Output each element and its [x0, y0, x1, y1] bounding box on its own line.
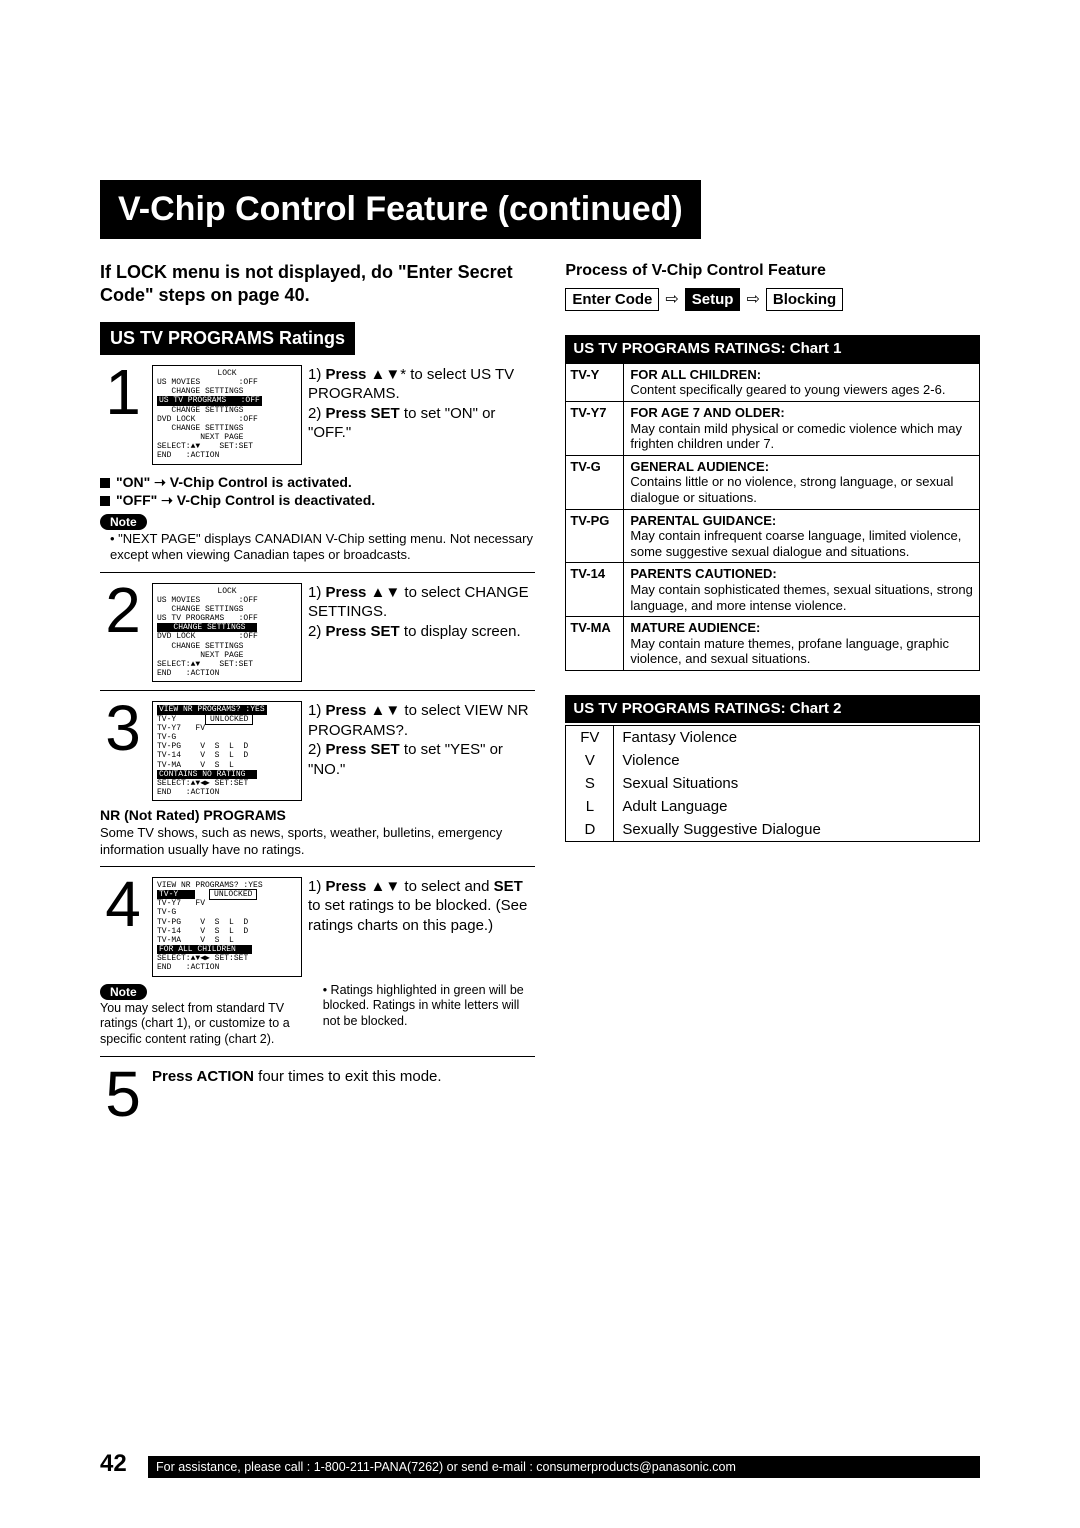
osd-screen-3: VIEW NR PROGRAMS? :YES TV-Y UNLOCKED TV-… — [152, 701, 302, 801]
step-4-notes: Note You may select from standard TV rat… — [100, 983, 535, 1048]
chart2-heading: US TV PROGRAMS RATINGS: Chart 2 — [565, 695, 980, 723]
section-ustv-heading: US TV PROGRAMS Ratings — [100, 322, 355, 355]
step-1-text: 1) Press ▲▼* to select US TV PROGRAMS. 2… — [308, 365, 535, 443]
table-row: TV-Y7FOR AGE 7 AND OLDER:May contain mil… — [566, 401, 979, 455]
step-number: 2 — [100, 583, 146, 637]
page-number: 42 — [100, 1450, 127, 1478]
table-row: FVFantasy Violence — [566, 726, 979, 749]
step-number: 3 — [100, 701, 146, 755]
arrow-icon: ⇨ — [665, 289, 678, 309]
step-5-text: Press ACTION four times to exit this mod… — [152, 1067, 535, 1087]
page-title: V-Chip Control Feature (continued) — [100, 180, 701, 239]
nr-heading: NR (Not Rated) PROGRAMS — [100, 807, 286, 823]
table-row: TV-14PARENTS CAUTIONED:May contain sophi… — [566, 562, 979, 616]
note-badge: Note — [100, 514, 147, 530]
step-4-bullet: • Ratings highlighted in green will be b… — [323, 983, 536, 1030]
table-row: TV-GGENERAL AUDIENCE:Contains little or … — [566, 455, 979, 509]
on-off-notes: "ON" ➝ V-Chip Control is activated. "OFF… — [100, 473, 535, 509]
step-number: 1 — [100, 365, 146, 419]
columns: If LOCK menu is not displayed, do "Enter… — [100, 261, 980, 1121]
process-flow: Enter Code ⇨ Setup ⇨ Blocking — [565, 288, 980, 311]
table-row: SSexual Situations — [566, 772, 979, 795]
step-3: 3 VIEW NR PROGRAMS? :YES TV-Y UNLOCKED T… — [100, 701, 535, 801]
table-row: TV-MAMATURE AUDIENCE:May contain mature … — [566, 616, 979, 670]
step-3-text: 1) Press ▲▼ to select VIEW NR PROGRAMS?.… — [308, 701, 535, 779]
process-step-blocking: Blocking — [766, 288, 843, 311]
note-badge: Note — [100, 984, 147, 1000]
osd-screen-1: LOCK US MOVIES :OFF CHANGE SETTINGS US T… — [152, 365, 302, 465]
process-title: Process of V-Chip Control Feature — [565, 261, 980, 282]
osd-screen-4: VIEW NR PROGRAMS? :YES TV-Y UNLOCKED TV-… — [152, 877, 302, 977]
step-2-text: 1) Press ▲▼ to select CHANGE SETTINGS. 2… — [308, 583, 535, 642]
lead-text: If LOCK menu is not displayed, do "Enter… — [100, 261, 535, 308]
right-column: Process of V-Chip Control Feature Enter … — [565, 261, 980, 1121]
step-1: 1 LOCK US MOVIES :OFF CHANGE SETTINGS US… — [100, 365, 535, 465]
step-2: 2 LOCK US MOVIES :OFF CHANGE SETTINGS US… — [100, 583, 535, 683]
process-step-enter-code: Enter Code — [565, 288, 659, 311]
note-2-text: You may select from standard TV ratings … — [100, 1001, 313, 1048]
arrow-icon: ⇨ — [746, 289, 759, 309]
step-5: 5 Press ACTION four times to exit this m… — [100, 1067, 535, 1121]
left-column: If LOCK menu is not displayed, do "Enter… — [100, 261, 535, 1121]
note-1-text: • "NEXT PAGE" displays CANADIAN V-Chip s… — [110, 531, 535, 564]
chart1-heading: US TV PROGRAMS RATINGS: Chart 1 — [565, 335, 980, 363]
table-row: TV-PGPARENTAL GUIDANCE:May contain infre… — [566, 509, 979, 563]
step-4: 4 VIEW NR PROGRAMS? :YES TV-Y UNLOCKED T… — [100, 877, 535, 977]
table-row: TV-YFOR ALL CHILDREN:Content specificall… — [566, 364, 979, 401]
chart2-table: FVFantasy Violence VViolence SSexual Sit… — [565, 725, 980, 842]
process-step-setup: Setup — [685, 288, 741, 311]
nr-text: Some TV shows, such as news, sports, wea… — [100, 825, 535, 858]
chart1-table: TV-YFOR ALL CHILDREN:Content specificall… — [565, 363, 980, 671]
table-row: DSexually Suggestive Dialogue — [566, 818, 979, 841]
footer-assistance: For assistance, please call : 1-800-211-… — [148, 1456, 980, 1478]
step-number: 4 — [100, 877, 146, 931]
step-number: 5 — [100, 1067, 146, 1121]
step-4-text: 1) Press ▲▼ to select and SET to set rat… — [308, 877, 535, 936]
table-row: LAdult Language — [566, 795, 979, 818]
osd-screen-2: LOCK US MOVIES :OFF CHANGE SETTINGS US T… — [152, 583, 302, 683]
table-row: VViolence — [566, 749, 979, 772]
